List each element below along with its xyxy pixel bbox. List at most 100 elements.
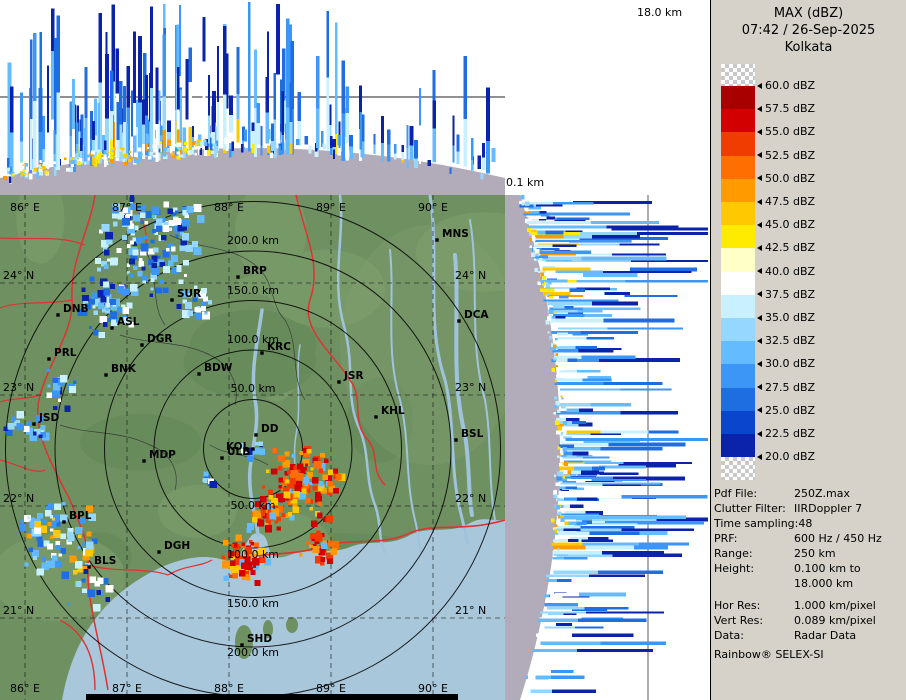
metadata-label: Height: xyxy=(714,562,755,575)
colorbar-color-block xyxy=(721,434,755,458)
legend-header: MAX (dBZ) 07:42 / 26-Sep-2025 Kolkata xyxy=(711,0,906,56)
radar-map-canvas: 86° E 86° E 87° E 87° E 88° E 88° E 89° E 89° E… xyxy=(0,195,505,700)
station-marker xyxy=(104,373,108,377)
station-label: ULB xyxy=(227,446,250,458)
station-marker xyxy=(337,380,341,384)
metadata-value: 250 km xyxy=(794,547,836,560)
vertical-cross-section-right xyxy=(505,195,710,700)
lon-label: 86° E xyxy=(10,201,40,214)
colorbar-color-block xyxy=(721,364,755,388)
echo-bars-right xyxy=(518,195,708,694)
metadata-row: PRF: 600 Hz / 450 Hz xyxy=(714,531,904,546)
colorbar-color-block xyxy=(721,202,755,226)
station-marker xyxy=(260,351,264,355)
lon-label: 88° E xyxy=(214,682,244,695)
colorbar-color-block xyxy=(721,155,755,179)
metadata-value: IIRDoppler 7 xyxy=(794,502,863,515)
station-marker xyxy=(62,520,66,524)
metadata-value: 250Z.max xyxy=(794,487,850,500)
ring-distance-label: 100.0 km xyxy=(227,333,279,346)
lat-label: 24° N xyxy=(3,269,34,282)
ring-distance-label: 150.0 km xyxy=(227,597,279,610)
station-label: BDW xyxy=(204,362,233,374)
station-label: BRP xyxy=(243,265,267,277)
station-label: MDP xyxy=(149,449,176,461)
metadata-label: Hor Res: xyxy=(714,599,761,612)
metadata-value: 1.000 km/pixel xyxy=(794,599,876,612)
colorbar-color-block xyxy=(721,132,755,156)
stations: MNS BRP SUR DNB DCA ASL DGR PRL KRC BNK BDW JSR KHL J… xyxy=(32,228,489,647)
lat-label: 23° N xyxy=(3,381,34,394)
ring-distance-label: 200.0 km xyxy=(227,646,279,659)
metadata-label: Pdf File: xyxy=(714,487,758,500)
station-marker xyxy=(251,447,255,451)
metadata-value: Radar Data xyxy=(794,629,857,642)
station-marker xyxy=(435,238,439,242)
station-label: ASL xyxy=(117,316,140,328)
metadata-label: PRF: xyxy=(714,532,738,545)
dbz-threshold-label: 42.5 dBZ xyxy=(757,241,815,254)
station-marker xyxy=(142,459,146,463)
colorbar-color-block xyxy=(721,225,755,249)
station-label: SUR xyxy=(177,288,201,300)
lat-label: 21° N xyxy=(3,604,34,617)
station-marker xyxy=(220,456,224,460)
sea xyxy=(62,519,505,700)
colorbar-color-block xyxy=(721,294,755,318)
lon-label: 90° E xyxy=(418,201,448,214)
colorbar-color-block xyxy=(721,410,755,434)
station-marker xyxy=(457,319,461,323)
datetime-label: 07:42 / 26-Sep-2025 xyxy=(741,23,876,38)
dbz-threshold-label: 35.0 dBZ xyxy=(757,311,815,324)
lon-label: 90° E xyxy=(418,682,448,695)
dbz-threshold-label: 50.0 dBZ xyxy=(757,172,815,185)
colorbar-color-block xyxy=(721,387,755,411)
height-axis-max-label: 18.0 km xyxy=(637,6,683,19)
threshold-arrow-icon xyxy=(757,82,762,89)
colorbar-color-block xyxy=(721,248,755,272)
metadata-row: Hor Res: 1.000 km/pixel xyxy=(714,598,904,613)
station-label: KHL xyxy=(381,405,405,417)
site-label: Kolkata xyxy=(784,40,833,55)
metadata-label: Range: xyxy=(714,547,753,560)
dbz-threshold-label: 25.0 dBZ xyxy=(757,404,815,417)
graticule-labels: 86° E 86° E 87° E 87° E 88° E 88° E 89° E 89° E… xyxy=(3,201,486,695)
dbz-threshold-label: 40.0 dBZ xyxy=(757,265,815,278)
echo-cells xyxy=(3,195,346,612)
station-label: PRL xyxy=(54,347,77,359)
station-marker xyxy=(240,643,244,647)
station-marker xyxy=(254,433,258,437)
height-axis-min-label: 0.1 km xyxy=(506,176,545,189)
metadata-label: Clutter Filter: xyxy=(714,502,786,515)
threshold-arrow-icon xyxy=(757,105,762,112)
lat-label: 22° N xyxy=(3,492,34,505)
lat-label: 23° N xyxy=(455,381,486,394)
vertical-cross-section-top xyxy=(0,0,505,195)
colorbar-checker-block xyxy=(721,64,755,86)
metadata-row: Data: Radar Data xyxy=(714,628,904,643)
station-marker xyxy=(157,550,161,554)
station-marker xyxy=(140,343,144,347)
product-title: MAX (dBZ) xyxy=(773,6,844,21)
ring-distance-label: 50.0 km xyxy=(230,499,275,512)
echo-bars-top xyxy=(2,2,496,184)
threshold-arrow-icon xyxy=(757,152,762,159)
station-label: MNS xyxy=(442,228,469,240)
metadata-value: 600 Hz / 450 Hz xyxy=(794,532,882,545)
colorbar-color-block xyxy=(721,318,755,342)
lat-label: 24° N xyxy=(455,269,486,282)
metadata-row: Range: 250 km xyxy=(714,546,904,561)
station-marker xyxy=(454,438,458,442)
station-marker xyxy=(32,422,36,426)
colorbar-color-block xyxy=(721,86,755,110)
lat-label: 22° N xyxy=(455,492,486,505)
threshold-arrow-icon xyxy=(757,244,762,251)
threshold-arrow-icon xyxy=(757,360,762,367)
radar-map-panel: 86° E 86° E 87° E 87° E 88° E 88° E 89° E 89° E… xyxy=(0,195,505,700)
station-label: JSD xyxy=(38,412,59,424)
threshold-arrow-icon xyxy=(757,291,762,298)
rivers xyxy=(247,195,496,554)
graticule xyxy=(0,195,505,700)
station-label: KRC xyxy=(267,341,291,353)
